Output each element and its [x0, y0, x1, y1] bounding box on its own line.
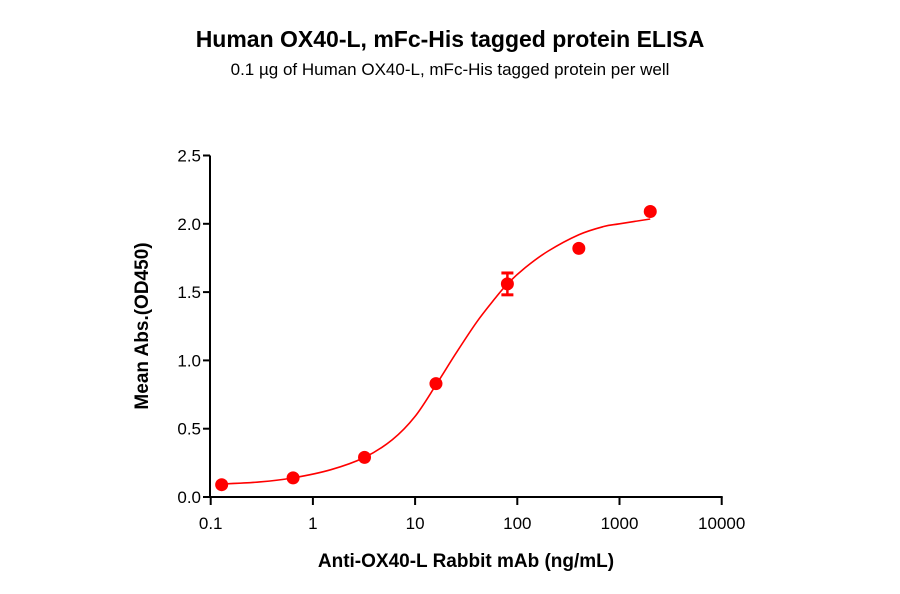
y-tick-label: 0.5 — [177, 420, 201, 439]
axes: 0.0 0.5 1.0 1.5 2.0 2.5 0.1 1 10 100 1000 10000 — [177, 147, 745, 534]
data-point — [286, 471, 300, 485]
y-tick-label: 1.0 — [177, 351, 201, 370]
data-point — [358, 450, 372, 464]
x-tick-label: 100 — [503, 514, 531, 533]
y-axis-title: Mean Abs.(OD450) — [132, 242, 153, 409]
data-point — [643, 205, 657, 219]
data-point — [572, 241, 586, 255]
y-tick-label: 0.0 — [177, 488, 201, 507]
data-point — [429, 377, 443, 391]
x-axis-title: Anti-OX40-L Rabbit mAb (ng/mL) — [318, 551, 614, 572]
x-tick-label: 1000 — [601, 514, 639, 533]
x-tick-label: 10000 — [698, 514, 745, 533]
y-tick-label: 2.5 — [177, 147, 201, 166]
fit-curve-path — [221, 218, 651, 485]
chart-title: Human OX40-L, mFc-His tagged protein ELI… — [195, 26, 705, 52]
chart-subtitle: 0.1 µg of Human OX40-L, mFc-His tagged p… — [230, 60, 670, 79]
x-tick-label: 0.1 — [199, 514, 223, 533]
y-tick-label: 2.0 — [177, 215, 201, 234]
fit-curve — [221, 218, 651, 485]
x-tick-label: 1 — [308, 514, 317, 533]
data-point — [215, 478, 229, 492]
y-tick-label: 1.5 — [177, 283, 201, 302]
data-points — [215, 205, 657, 492]
x-tick-label: 10 — [406, 514, 425, 533]
data-point — [500, 277, 514, 291]
